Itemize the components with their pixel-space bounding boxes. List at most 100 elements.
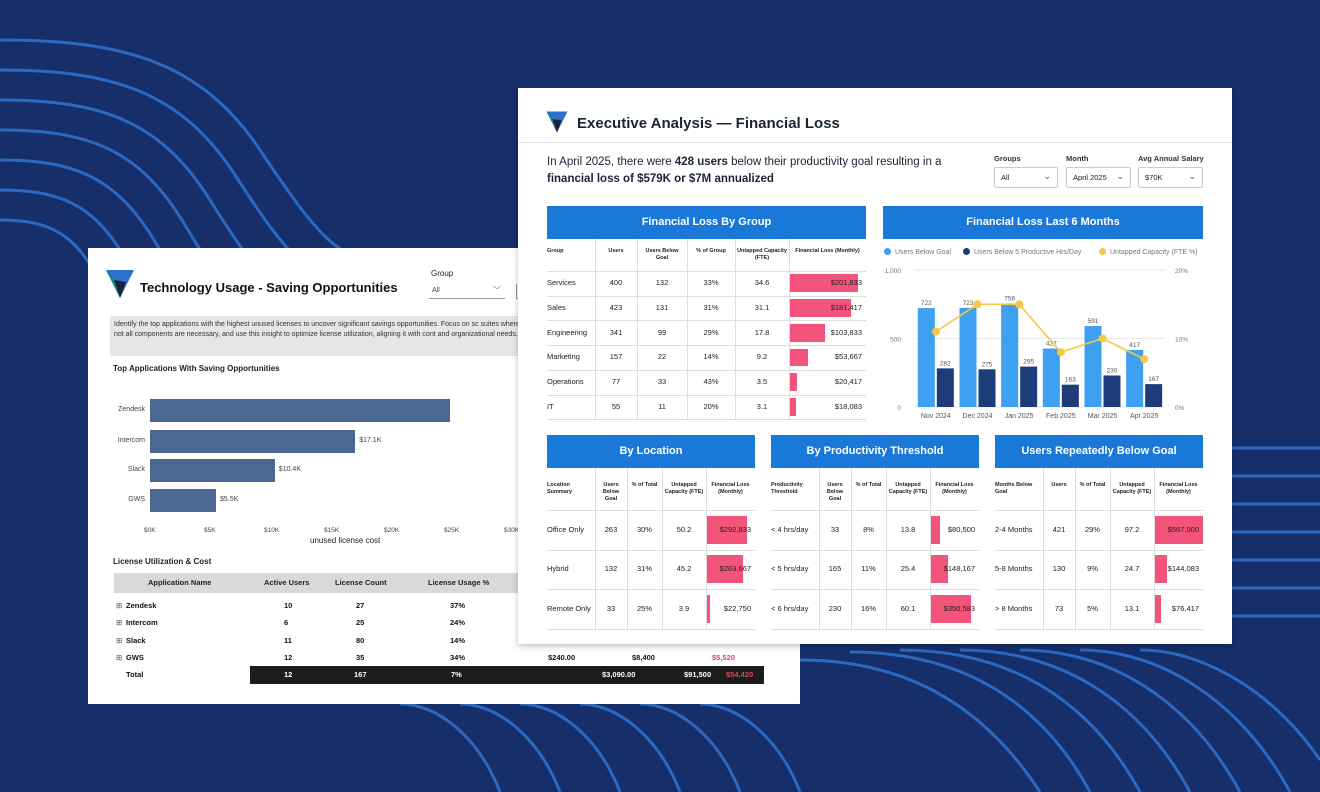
license-row-usage: 37%	[450, 601, 466, 610]
legend-item-below-goal: Users Below Goal	[884, 248, 951, 256]
by-group-header: Financial Loss By Group	[547, 206, 866, 239]
table-cell: 29%	[1084, 524, 1100, 534]
license-total-c1: $3,090.00	[602, 670, 636, 679]
executive-analysis-panel: Executive Analysis — Financial Loss In A…	[518, 88, 1232, 644]
table-cell: < 6 hrs/day	[771, 603, 809, 613]
legend-dot-icon	[963, 248, 970, 255]
loss-bar	[931, 555, 948, 584]
loss-bar	[790, 397, 797, 416]
table-divider	[547, 549, 755, 551]
top-apps-x-caption: unused license cost	[310, 536, 381, 545]
capacity-point	[1015, 300, 1024, 309]
table-divider	[547, 419, 866, 421]
by-threshold-table: Productivity Threshold Users Below Goal % …	[771, 468, 979, 630]
table-divider	[886, 468, 887, 629]
bar-below-5	[1103, 375, 1121, 407]
bar-below-5	[936, 368, 954, 407]
bar-below-5-label: 282	[940, 360, 951, 367]
table-cell: 29%	[703, 327, 719, 337]
table-header-cell: Group	[547, 248, 564, 254]
bar-label-gws: GWS	[128, 496, 145, 503]
license-row-count: 27	[356, 601, 365, 610]
table-divider	[706, 468, 707, 629]
table-divider	[771, 549, 979, 551]
bar-value-intercom: $17.1K	[359, 437, 382, 444]
license-row-usage: 24%	[450, 618, 466, 627]
table-cell: 9.2	[756, 352, 768, 362]
loss-value: $263,667	[719, 564, 751, 574]
logo-icon	[106, 270, 134, 298]
bar-slack	[150, 459, 275, 482]
license-header-name: Application Name	[148, 578, 212, 587]
capacity-point	[973, 300, 982, 309]
expand-icon: ⊞	[116, 636, 123, 645]
filter-salary-value: $70K	[1145, 173, 1163, 182]
table-cell: 13.1	[1124, 603, 1140, 613]
license-row-count: 25	[356, 618, 365, 627]
x-tick: $30K	[504, 527, 520, 534]
table-divider	[735, 239, 736, 420]
table-cell: 130	[1052, 564, 1066, 574]
group-filter-label: Group	[431, 269, 454, 278]
license-total-c3: $54,420	[726, 670, 754, 679]
license-header-count: License Count	[335, 578, 387, 587]
table-divider	[547, 369, 866, 371]
table-header-cell: Financial Loss (Monthly)	[935, 482, 974, 495]
loss-value: $18,083	[834, 401, 862, 411]
table-divider	[662, 468, 663, 629]
table-cell: 423	[609, 303, 623, 313]
legend-dot-icon	[1099, 248, 1106, 255]
license-total-active: 12	[284, 670, 293, 679]
table-header-cell: Untapped Capacity (FTE)	[664, 482, 704, 495]
filter-month-select[interactable]: April 2025 ⌄	[1066, 167, 1131, 188]
table-divider	[851, 468, 852, 629]
y-right-tick: 20%	[1175, 268, 1188, 275]
table-divider	[1043, 468, 1044, 629]
loss-bar	[707, 555, 744, 584]
capacity-point	[1056, 348, 1065, 357]
table-cell: 157	[609, 352, 623, 362]
license-total-row: 12 167 7% $3,090.00 $91,500 $54,420	[250, 666, 764, 684]
tech-description: Identify the top applications with the h…	[110, 316, 530, 356]
table-cell: 17.8	[754, 327, 770, 337]
summary-loss: financial loss of $579K or $7M annualize…	[547, 173, 774, 185]
expand-icon: ⊞	[116, 618, 123, 627]
bar-below-goal-label: 591	[1088, 318, 1099, 325]
license-row-count: 80	[356, 636, 365, 645]
table-cell: 31.1	[754, 303, 770, 313]
loss-bar	[1155, 594, 1162, 623]
bar-gws	[150, 489, 216, 512]
table-cell: 421	[1052, 524, 1066, 534]
filter-groups-select[interactable]: All ⌄	[994, 167, 1058, 188]
group-filter-select[interactable]: All ﹀	[429, 284, 505, 299]
license-row-name: Zendesk	[126, 601, 157, 610]
table-cell: 230	[828, 603, 842, 613]
bar-label-zendesk: Zendesk	[118, 406, 145, 413]
table-cell: 33	[830, 524, 840, 534]
table-header-cell: % of Total	[1079, 482, 1106, 488]
legend-item-capacity: Untapped Capacity (FTE %)	[1099, 248, 1198, 256]
license-row-c3: $5,520	[712, 653, 735, 662]
table-header-cell: Financial Loss (Monthly)	[795, 248, 860, 254]
loss-value: $181,417	[830, 303, 862, 313]
capacity-line	[935, 303, 1145, 360]
table-header-cell: Location Summary	[547, 482, 573, 495]
loss-value: $567,000	[1167, 524, 1199, 534]
expand-icon: ⊞	[116, 653, 123, 662]
last6-chart: 1,000 500 0 20% 10% 0% 722 282 Nov 2024 723 275 Dec…	[885, 268, 1189, 420]
bar-below-goal	[1126, 349, 1144, 407]
table-cell: 30%	[636, 524, 652, 534]
x-tick-month: Nov 2024	[921, 413, 951, 420]
license-total-count: 167	[354, 670, 367, 679]
x-tick: $25K	[444, 527, 460, 534]
loss-value: $292,833	[719, 524, 751, 534]
filter-salary-select[interactable]: $70K ⌄	[1138, 167, 1203, 188]
table-cell: 132	[655, 278, 669, 288]
loss-value: $80,500	[947, 524, 975, 534]
loss-bar	[931, 594, 971, 623]
table-cell: 400	[609, 278, 623, 288]
license-row-active: 12	[284, 653, 293, 662]
x-tick-month: Dec 2024	[963, 413, 993, 420]
table-divider	[595, 239, 596, 420]
legend-item-below-5: Users Below 5 Productive Hrs/Day	[963, 248, 1081, 256]
